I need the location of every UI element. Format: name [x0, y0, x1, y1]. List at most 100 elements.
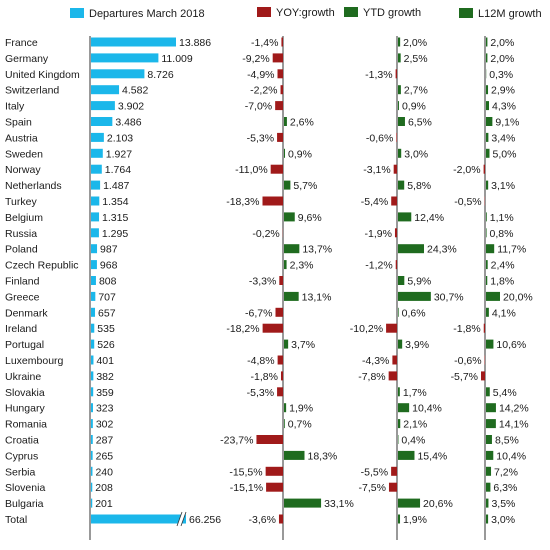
- growth-bar: [398, 450, 415, 460]
- growth-value-label: 6,5%: [408, 117, 432, 129]
- growth-value-label: 4,1%: [492, 307, 516, 319]
- growth-value-label: 3,9%: [405, 339, 429, 351]
- legend-label: YTD growth: [363, 7, 421, 19]
- departures-value-label: 11.009: [161, 53, 192, 65]
- growth-bar: [277, 387, 283, 397]
- departures-bar: [91, 53, 159, 63]
- category-label: Portugal: [5, 339, 44, 351]
- category-label: Slovakia: [5, 387, 45, 399]
- growth-bar: [277, 132, 283, 142]
- growth-bar: [486, 53, 488, 63]
- departures-value-label: 287: [96, 435, 114, 447]
- axis-break: [176, 511, 183, 527]
- growth-bar: [486, 117, 493, 126]
- growth-value-label: 1,8%: [490, 276, 514, 288]
- growth-value-label: -1,8%: [453, 323, 480, 335]
- departures-panel: 13.886 11.009 8.726 4.582 3.902 3.486 2.103 1.9…: [89, 36, 221, 540]
- growth-bar: [398, 419, 401, 429]
- growth-value-label: 11,7%: [497, 244, 526, 256]
- departures-bar: [91, 37, 176, 47]
- growth-bar: [486, 450, 494, 460]
- category-label: Belgium: [5, 212, 43, 224]
- category-label: Bulgaria: [5, 498, 44, 510]
- departures-value-label: 1.354: [102, 196, 128, 208]
- growth-value-label: -7,8%: [358, 371, 385, 383]
- growth-value-label: 3,4%: [491, 132, 515, 144]
- departures-bar: [91, 514, 186, 524]
- category-label: Netherlands: [5, 180, 62, 192]
- growth-bar: [398, 148, 402, 158]
- departures-bar: [91, 435, 93, 444]
- growth-value-label: 0,7%: [288, 419, 312, 431]
- growth-value-label: -11,0%: [235, 164, 268, 176]
- departures-bar: [91, 85, 120, 95]
- growth-bar: [486, 244, 495, 254]
- growth-value-label: 5,8%: [407, 180, 431, 192]
- departures-bar: [91, 291, 96, 301]
- growth-value-label: 2,5%: [404, 53, 428, 65]
- growth-bar: [398, 117, 405, 126]
- departures-bar: [91, 69, 145, 79]
- growth-bar: [486, 466, 492, 476]
- growth-bar: [396, 132, 397, 142]
- legend-swatch: [257, 7, 271, 17]
- growth-bar: [284, 291, 299, 301]
- category-label: Austria: [5, 132, 38, 144]
- growth-value-label: 6,3%: [493, 482, 517, 494]
- growth-value-label: -7,5%: [359, 482, 386, 494]
- growth-bar: [486, 339, 494, 349]
- growth-value-label: 12,4%: [414, 212, 444, 224]
- growth-value-label: 3,0%: [491, 514, 515, 526]
- growth-value-label: 2,9%: [491, 85, 515, 97]
- growth-value-label: -5,5%: [361, 466, 388, 478]
- growth-bar: [486, 148, 490, 158]
- growth-value-label: 1,9%: [289, 403, 313, 415]
- growth-bar: [486, 307, 489, 317]
- growth-bar: [284, 403, 287, 413]
- growth-bar: [486, 180, 489, 190]
- growth-value-label: 13,1%: [302, 291, 332, 303]
- departures-value-label: 707: [98, 291, 116, 303]
- growth-value-label: 5,7%: [293, 180, 317, 192]
- growth-value-label: -6,7%: [245, 307, 272, 319]
- departures-value-label: 382: [96, 371, 114, 383]
- growth-value-label: 20,0%: [503, 291, 533, 303]
- growth-value-label: -4,3%: [362, 355, 389, 367]
- category-label: Russia: [5, 228, 37, 240]
- category-label: Switzerland: [5, 85, 59, 97]
- category-label: Serbia: [5, 466, 36, 478]
- growth-bar: [398, 180, 405, 190]
- growth-value-label: 0,4%: [401, 435, 425, 447]
- departures-bar: [91, 403, 93, 413]
- growth-value-label: 15,4%: [417, 450, 447, 462]
- growth-bar: [284, 419, 285, 429]
- departures-bar: [91, 498, 93, 508]
- growth-value-label: 33,1%: [324, 498, 354, 510]
- growth-bar: [395, 260, 397, 270]
- departures-value-label: 4.582: [122, 85, 148, 97]
- growth-value-label: 18,3%: [307, 450, 337, 462]
- departures-bar: [91, 482, 93, 492]
- growth-bar: [395, 69, 397, 79]
- departures-bar: [91, 164, 102, 174]
- growth-value-label: 3,5%: [491, 498, 515, 510]
- growth-value-label: 0,3%: [489, 69, 513, 81]
- growth-bar: [398, 37, 401, 47]
- growth-bar: [486, 514, 489, 524]
- departures-value-label: 66.256: [189, 514, 221, 526]
- growth-bar: [275, 307, 283, 317]
- growth-value-label: -0,5%: [454, 196, 481, 208]
- growth-bar: [486, 276, 488, 285]
- growth-value-label: -5,3%: [247, 132, 274, 144]
- growth-value-label: 2,0%: [490, 37, 514, 49]
- l12m-panel: 2,0% 2,0% 0,3% 2,9% 4,3% 9,1% 3,4% 5,0% -2,0% 3,1…: [451, 36, 533, 540]
- growth-value-label: 0,9%: [288, 148, 312, 160]
- growth-bar: [486, 260, 488, 270]
- growth-bar: [398, 276, 405, 285]
- growth-value-label: 5,0%: [493, 148, 517, 160]
- departures-value-label: 1.487: [103, 180, 129, 192]
- legend-label: L12M growth: [478, 8, 542, 20]
- growth-bar: [280, 371, 283, 381]
- departures-value-label: 808: [99, 276, 117, 288]
